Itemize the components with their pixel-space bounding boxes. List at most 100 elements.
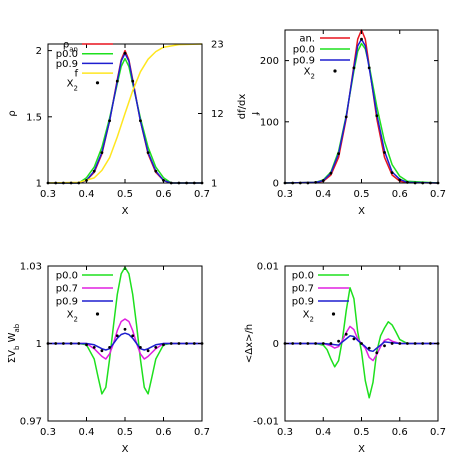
data-point xyxy=(131,79,135,83)
data-point xyxy=(360,342,363,345)
legend-label: p0.9 xyxy=(56,297,78,308)
data-point xyxy=(383,344,386,348)
legend: p0.0 p0.7 p0.9 X2 xyxy=(292,271,349,324)
series-line-1 xyxy=(48,318,202,360)
data-point xyxy=(398,342,402,345)
legend-dot xyxy=(95,81,100,85)
legend-label-part: ρ xyxy=(63,40,69,51)
x-tick-label: 0.7 xyxy=(194,427,210,438)
data-point xyxy=(85,343,88,347)
y-tick-label: 0.01 xyxy=(257,262,279,273)
x-tick-label: 0.5 xyxy=(354,189,370,200)
x-axis-label: X xyxy=(122,444,129,455)
y-axis-label: ΣVb Wab xyxy=(7,323,21,363)
x-axis-label: X xyxy=(358,444,365,455)
y-axis-label-part: W xyxy=(7,332,18,345)
y-tick-label: 200 xyxy=(260,56,279,67)
chart-panel-top-right: 0.3 0.4 0.5 0.6 0.70100200Xdf/dxan.p0.0p0.9X… xyxy=(237,29,446,217)
data-point xyxy=(421,342,425,345)
x-tick-label: 0.4 xyxy=(79,427,95,438)
y-tick-label: 0.97 xyxy=(20,417,42,428)
x-axis-label: X xyxy=(358,206,365,217)
y-tick-label: 1.03 xyxy=(20,262,42,273)
legend: p0.0 p0.7 p0.9 X2 xyxy=(56,271,113,324)
data-point xyxy=(154,346,158,349)
data-point xyxy=(344,332,348,336)
y-tick-label: 0 xyxy=(273,179,279,190)
legend-label: ρan xyxy=(63,40,78,54)
y2-axis-label: f xyxy=(249,112,260,116)
x-tick-label: 0.6 xyxy=(392,427,408,438)
legend-label-part: 2 xyxy=(311,73,315,81)
legend-label: p0.7 xyxy=(56,284,78,295)
legend: an.p0.0p0.9X2 xyxy=(293,34,350,81)
legend-label-part: X xyxy=(303,310,310,321)
legend-label-part: 2 xyxy=(310,316,314,324)
legend-label: p0.9 xyxy=(56,59,78,70)
data-point xyxy=(146,349,150,353)
y2-tick-label: 23 xyxy=(211,40,224,51)
series-line-0 xyxy=(285,286,438,399)
y-tick-label: 1 xyxy=(36,179,42,190)
x-tick-label: 0.3 xyxy=(277,427,293,438)
legend-label: X2 xyxy=(303,310,314,324)
data-point xyxy=(177,342,181,345)
x-tick-label: 0.3 xyxy=(277,189,293,200)
data-point xyxy=(352,337,356,341)
data-point xyxy=(344,115,348,119)
legend-label: p0.0 xyxy=(292,271,314,282)
series-line-2 xyxy=(48,52,202,184)
x-tick-label: 0.3 xyxy=(40,189,56,200)
series-line-2 xyxy=(48,332,202,351)
data-point xyxy=(146,151,150,155)
y-axis-label-part: ΣV xyxy=(7,350,18,363)
x-tick-label: 0.7 xyxy=(194,189,210,200)
legend-label: p0.9 xyxy=(293,56,315,67)
y2-tick-label: 1 xyxy=(211,179,217,190)
legend-label-part: 2 xyxy=(74,316,78,324)
data-point xyxy=(92,346,96,349)
data-point xyxy=(306,342,310,345)
legend-label: X2 xyxy=(304,67,315,81)
x-tick-label: 0.7 xyxy=(430,189,446,200)
x-tick-label: 0.5 xyxy=(117,427,133,438)
data-point xyxy=(337,339,340,343)
data-point xyxy=(77,342,81,345)
y-axis-label-part: b xyxy=(13,345,21,350)
data-point xyxy=(337,152,340,156)
x-tick-label: 0.4 xyxy=(315,427,331,438)
data-point xyxy=(375,114,379,118)
series-line-0 xyxy=(48,49,202,184)
x-tick-label: 0.6 xyxy=(392,189,408,200)
data-point xyxy=(162,343,165,347)
data-point xyxy=(406,342,409,345)
x-tick-label: 0.6 xyxy=(156,427,172,438)
y-tick-label: 1.5 xyxy=(26,112,42,123)
legend-label: p0.0 xyxy=(293,45,315,56)
data-point xyxy=(131,334,135,338)
x-tick-label: 0.5 xyxy=(354,427,370,438)
data-point xyxy=(429,342,432,345)
data-point xyxy=(123,327,127,331)
data-point xyxy=(375,351,379,355)
data-point xyxy=(69,342,73,345)
data-point xyxy=(92,169,96,173)
legend-label: p0.0 xyxy=(56,49,78,60)
legend-label: an. xyxy=(299,34,315,45)
data-point xyxy=(367,66,371,70)
legend-dot xyxy=(331,312,336,316)
series-line-1 xyxy=(48,57,202,184)
data-point xyxy=(390,171,394,175)
legend-dot xyxy=(333,69,337,73)
data-point xyxy=(62,342,65,345)
data-point xyxy=(360,37,363,41)
data-point xyxy=(314,342,317,345)
legend-label: p0.9 xyxy=(292,297,314,308)
data-point xyxy=(108,119,111,123)
legend-label: p0.7 xyxy=(292,284,314,295)
x-tick-label: 0.4 xyxy=(79,189,95,200)
data-point xyxy=(108,346,111,349)
data-point xyxy=(115,79,119,83)
